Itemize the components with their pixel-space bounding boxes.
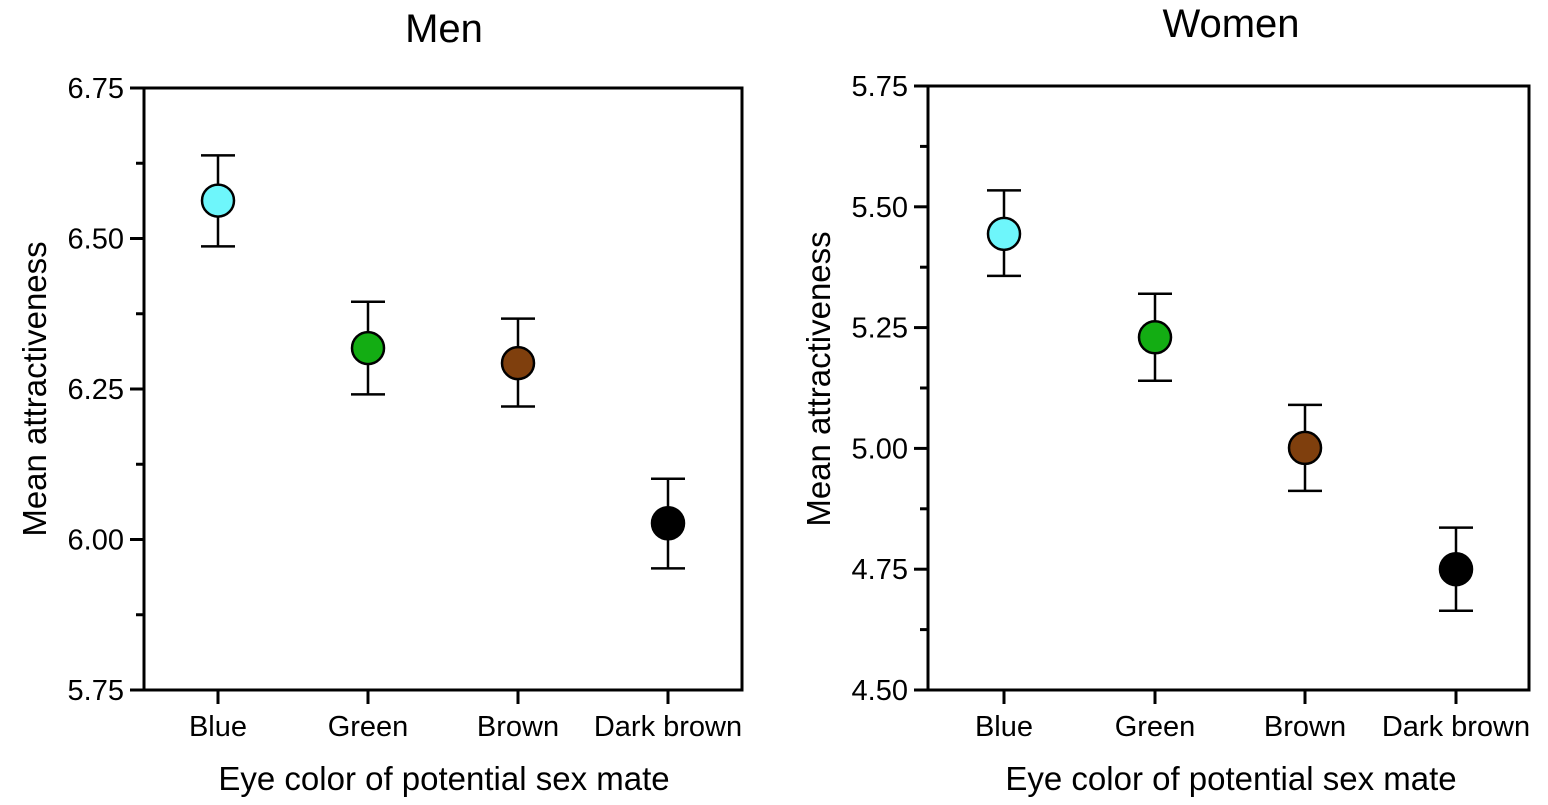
men-x-axis-label: Eye color of potential sex mate [218,760,669,797]
women-panel: Women 4.50 4.75 5.00 5.25 5.50 5.75 Blue Green… [800,2,1531,797]
men-point-dark-brown [650,505,686,541]
men-points [200,183,686,541]
y-tick-label: 5.75 [68,675,124,707]
men-point-brown [500,345,536,381]
men-y-ticks: 5.75 6.00 6.25 6.50 6.75 [68,73,670,707]
y-tick-label: 4.50 [852,675,908,707]
men-point-green [350,330,386,366]
men-x-tick-labels: Blue Green Brown Dark brown [189,711,742,743]
men-error-bars [201,154,685,570]
x-tick-label-brown: Brown [477,711,559,743]
women-points [986,216,1474,587]
x-tick-label-blue: Blue [975,711,1033,743]
women-point-dark-brown [1438,551,1474,587]
women-error-bars [987,189,1473,613]
y-tick-label: 6.75 [68,73,124,105]
women-plot-frame [926,84,1531,692]
men-y-axis-label: Mean attractiveness [16,241,53,536]
women-point-brown [1287,430,1323,466]
y-tick-label: 4.75 [852,554,908,586]
women-x-tick-labels: Blue Green Brown Dark brown [975,711,1530,743]
x-tick-label-dark-brown: Dark brown [594,711,742,743]
y-tick-label: 5.00 [852,433,908,465]
x-tick-label-blue: Blue [189,711,247,743]
y-tick-label: 5.75 [852,71,908,103]
women-x-axis-label: Eye color of potential sex mate [1005,760,1456,797]
y-tick-label: 5.25 [852,313,908,345]
women-y-axis-label: Mean attractiveness [800,231,837,526]
women-point-blue [986,216,1022,252]
x-tick-label-green: Green [1115,711,1196,743]
x-tick-label-brown: Brown [1264,711,1346,743]
x-tick-label-green: Green [328,711,409,743]
women-y-ticks: 4.50 4.75 5.00 5.25 5.50 5.75 [852,71,1458,707]
x-tick-label-dark-brown: Dark brown [1382,711,1530,743]
men-point-blue [200,183,236,218]
y-tick-label: 6.25 [68,374,124,406]
men-plot-frame [142,86,744,692]
y-tick-label: 5.50 [852,192,908,224]
women-title: Women [1162,2,1299,46]
men-panel: Men 5.75 6.00 6.25 6.50 6.75 Blue Green Brown D… [16,7,744,797]
y-tick-label: 6.00 [68,525,124,557]
women-point-green [1137,320,1173,355]
y-tick-label: 6.50 [68,224,124,256]
men-title: Men [405,7,483,51]
